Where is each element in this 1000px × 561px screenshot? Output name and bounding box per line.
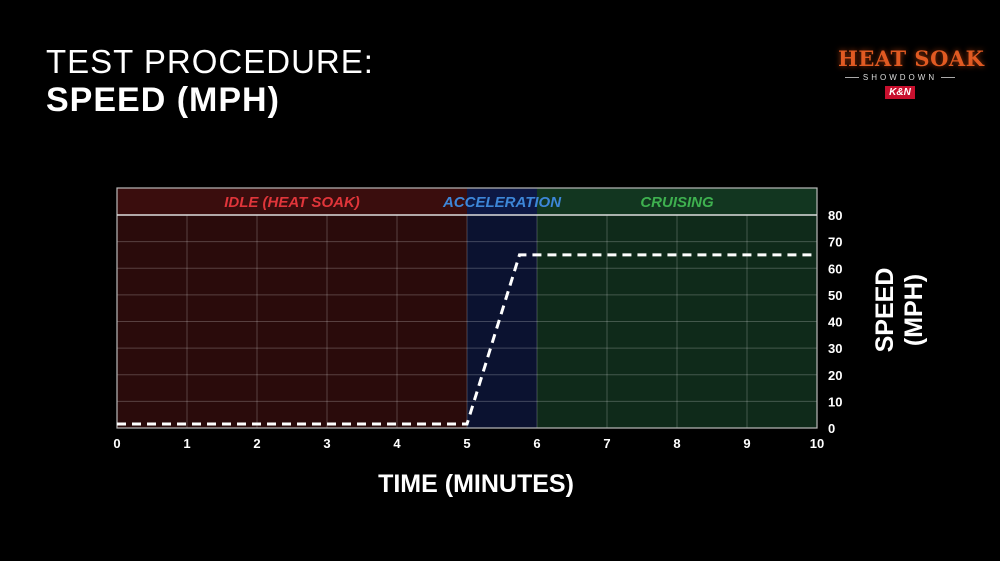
x-tick-label-10: 10: [810, 436, 824, 451]
phase-header-2: [537, 188, 817, 215]
phase-band-2: [537, 215, 817, 428]
y-tick-label-3: 30: [828, 341, 842, 356]
phase-header-1: [467, 188, 537, 215]
x-tick-label-2: 2: [253, 436, 260, 451]
y-tick-label-7: 70: [828, 235, 842, 250]
x-tick-label-7: 7: [603, 436, 610, 451]
x-axis-label: TIME (MINUTES): [378, 470, 574, 498]
title-block: TEST PROCEDURE: SPEED (MPH): [46, 44, 374, 120]
x-tick-label-4: 4: [393, 436, 401, 451]
x-tick-label-6: 6: [533, 436, 540, 451]
phase-label-0: IDLE (HEAT SOAK): [224, 194, 360, 211]
phase-band-1: [467, 215, 537, 428]
phase-band-0: [117, 215, 467, 428]
x-tick-label-8: 8: [673, 436, 680, 451]
y-tick-label-0: 0: [828, 421, 835, 436]
y-tick-label-4: 40: [828, 315, 842, 330]
brand-logo: K&N: [885, 86, 915, 99]
y-tick-label-5: 50: [828, 288, 842, 303]
page-title: TEST PROCEDURE:: [46, 43, 374, 80]
heat-soak-showdown-logo: HEAT SOAK SHOWDOWN K&N: [838, 46, 985, 110]
y-axis-label: SPEED(MPH): [871, 268, 928, 353]
y-axis-label-part: SPEED: [871, 268, 899, 353]
y-axis-label-part: (MPH): [900, 274, 928, 346]
y-tick-label-1: 10: [828, 394, 842, 409]
phase-label-1: ACCELERATION: [442, 194, 562, 211]
x-tick-label-0: 0: [113, 436, 120, 451]
x-tick-label-9: 9: [743, 436, 750, 451]
logo-sub-text: SHOWDOWN: [838, 73, 962, 82]
x-tick-label-5: 5: [463, 436, 470, 451]
x-tick-label-1: 1: [183, 436, 190, 451]
phase-header-0: [117, 188, 467, 215]
series-line-0: [117, 253, 817, 426]
y-tick-label-6: 60: [828, 261, 842, 276]
plot-frame: [116, 187, 818, 429]
y-tick-label-8: 80: [828, 208, 842, 223]
logo-main-text: HEAT SOAK: [838, 46, 985, 71]
phase-label-2: CRUISING: [640, 194, 714, 211]
x-tick-label-3: 3: [323, 436, 330, 451]
y-tick-label-2: 20: [828, 368, 842, 383]
page-subtitle: SPEED (MPH): [46, 81, 280, 119]
